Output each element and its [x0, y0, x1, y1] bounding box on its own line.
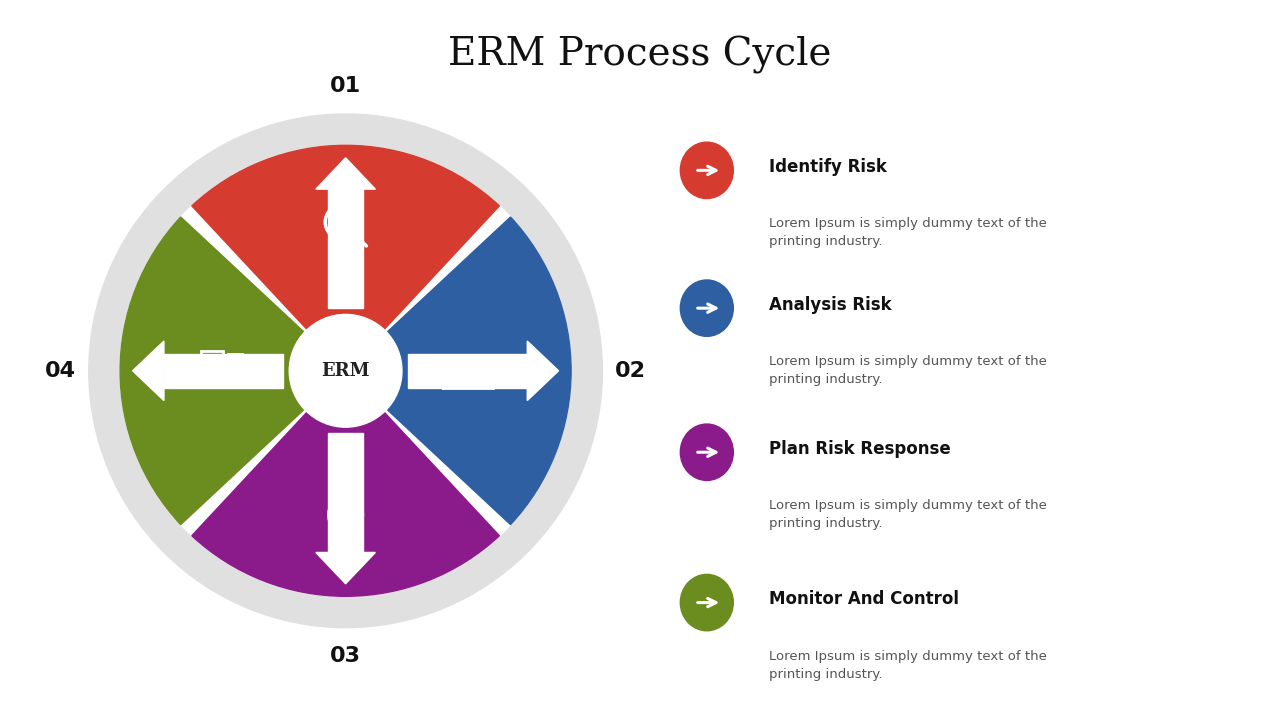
Text: ERM Process Cycle: ERM Process Cycle	[448, 36, 832, 74]
Wedge shape	[192, 412, 499, 596]
Wedge shape	[120, 217, 305, 525]
Text: Monitor And Control: Monitor And Control	[768, 590, 959, 608]
Text: ERM: ERM	[321, 361, 370, 380]
Text: Analysis Risk: Analysis Risk	[768, 296, 891, 314]
Circle shape	[233, 371, 237, 374]
Polygon shape	[316, 552, 375, 584]
Polygon shape	[527, 341, 558, 400]
Circle shape	[681, 280, 733, 336]
Text: 04: 04	[45, 361, 76, 381]
Circle shape	[120, 145, 571, 596]
Circle shape	[681, 424, 733, 480]
Text: Lorem Ipsum is simply dummy text of the
printing industry.: Lorem Ipsum is simply dummy text of the …	[768, 499, 1047, 530]
Circle shape	[681, 575, 733, 631]
Polygon shape	[164, 354, 283, 388]
Text: Lorem Ipsum is simply dummy text of the
printing industry.: Lorem Ipsum is simply dummy text of the …	[768, 649, 1047, 680]
Circle shape	[88, 114, 603, 628]
Text: Lorem Ipsum is simply dummy text of the
printing industry.: Lorem Ipsum is simply dummy text of the …	[768, 217, 1047, 248]
Polygon shape	[329, 433, 362, 552]
Wedge shape	[192, 145, 499, 330]
Text: 01: 01	[330, 76, 361, 96]
Polygon shape	[133, 341, 164, 400]
Wedge shape	[387, 217, 571, 525]
Circle shape	[681, 142, 733, 199]
Circle shape	[289, 315, 402, 427]
Text: Lorem Ipsum is simply dummy text of the
printing industry.: Lorem Ipsum is simply dummy text of the …	[768, 355, 1047, 386]
Polygon shape	[316, 158, 375, 189]
Polygon shape	[329, 189, 362, 308]
Text: Identify Risk: Identify Risk	[768, 158, 887, 176]
Circle shape	[233, 365, 237, 368]
Text: 03: 03	[330, 646, 361, 666]
Polygon shape	[408, 354, 527, 388]
Text: 02: 02	[616, 361, 646, 381]
Circle shape	[233, 359, 237, 363]
Text: Plan Risk Response: Plan Risk Response	[768, 440, 950, 458]
